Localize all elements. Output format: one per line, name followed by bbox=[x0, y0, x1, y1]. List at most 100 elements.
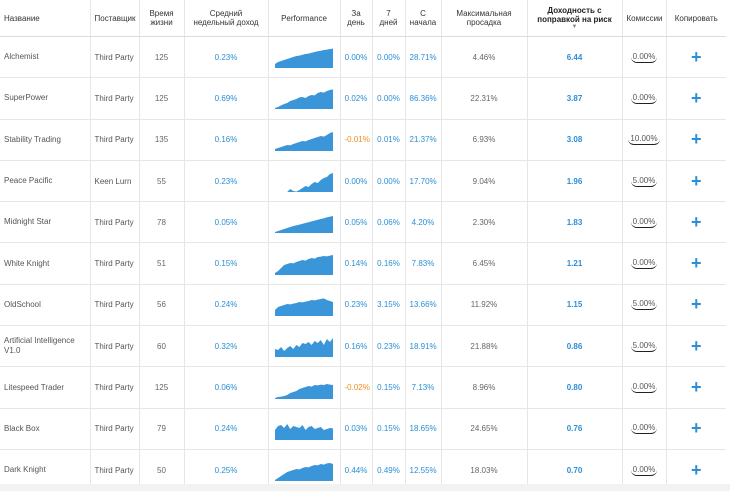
provider-name: Third Party bbox=[90, 242, 140, 285]
table-row[interactable]: Stability Trading Third Party 135 0.16% -0.0… bbox=[0, 119, 726, 161]
since-start-value: 28.71% bbox=[405, 36, 442, 79]
plus-icon[interactable]: + bbox=[690, 253, 702, 274]
plus-icon[interactable]: + bbox=[690, 170, 702, 191]
table-row[interactable]: SuperPower Third Party 125 0.69% 0.02% 0.00% 8… bbox=[0, 77, 726, 120]
strategy-name[interactable]: OldSchool bbox=[0, 284, 91, 327]
avg-weekly-value: 0.05% bbox=[184, 201, 269, 244]
strategy-name[interactable]: Peace Pacific bbox=[0, 160, 91, 203]
commission-value: 0.00% bbox=[630, 258, 658, 270]
plus-icon[interactable]: + bbox=[690, 46, 702, 67]
performance-sparkline bbox=[275, 131, 333, 151]
performance-cell bbox=[268, 325, 341, 368]
col-week-header[interactable]: 7 дней bbox=[372, 0, 406, 37]
col-since-start-header[interactable]: С начала bbox=[405, 0, 442, 37]
commission-cell: 5.00% bbox=[622, 284, 667, 327]
week-change-value: 0.23% bbox=[372, 325, 406, 368]
commission-cell: 5.00% bbox=[622, 325, 667, 368]
sparkline-area bbox=[275, 254, 333, 275]
performance-sparkline bbox=[275, 254, 333, 275]
risk-adjusted-value: 0.80 bbox=[527, 366, 623, 409]
table-row[interactable]: White Knight Third Party 51 0.15% 0.14% 0.16%… bbox=[0, 242, 726, 285]
plus-icon[interactable]: + bbox=[690, 459, 702, 480]
lifetime-value: 125 bbox=[139, 77, 185, 120]
performance-cell bbox=[268, 77, 341, 120]
since-start-value: 18.65% bbox=[405, 408, 442, 450]
lifetime-value: 125 bbox=[139, 366, 185, 409]
table-row[interactable]: Black Box Third Party 79 0.24% 0.03% 0.15% 18.… bbox=[0, 408, 726, 450]
commission-value: 0.00% bbox=[630, 382, 658, 394]
table-row[interactable]: Artificial Intelligence V1.0 Third Party 6… bbox=[0, 325, 726, 368]
week-change-value: 0.00% bbox=[372, 77, 406, 120]
avg-weekly-value: 0.24% bbox=[184, 284, 269, 327]
sparkline-area bbox=[275, 298, 333, 316]
strategy-name[interactable]: Litespeed Trader bbox=[0, 366, 91, 409]
provider-name: Third Party bbox=[90, 408, 140, 450]
strategy-name[interactable]: Artificial Intelligence V1.0 bbox=[0, 325, 91, 368]
col-risk-adjusted-header[interactable]: Доходность с поправкой на риск ▼ bbox=[527, 0, 623, 37]
col-commission-header[interactable]: Комиссии bbox=[622, 0, 667, 37]
table-row[interactable]: Litespeed Trader Third Party 125 0.06% -0.02… bbox=[0, 366, 726, 409]
plus-icon[interactable]: + bbox=[690, 377, 702, 398]
col-day-header[interactable]: За день bbox=[340, 0, 373, 37]
sparkline-area bbox=[275, 48, 333, 69]
week-change-value: 0.00% bbox=[372, 160, 406, 203]
plus-icon[interactable]: + bbox=[690, 87, 702, 108]
copy-cell: + bbox=[666, 325, 726, 368]
copy-cell: + bbox=[666, 408, 726, 450]
max-drawdown-value: 8.96% bbox=[441, 366, 528, 409]
plus-icon[interactable]: + bbox=[690, 129, 702, 150]
col-performance-header: Performance bbox=[268, 0, 341, 37]
avg-weekly-value: 0.69% bbox=[184, 77, 269, 120]
day-change-value: 0.00% bbox=[340, 160, 373, 203]
table-row[interactable]: Peace Pacific Keen Lurn 55 0.23% 0.00% 0.00% 1… bbox=[0, 160, 726, 203]
performance-cell bbox=[268, 119, 341, 161]
plus-icon[interactable]: + bbox=[690, 335, 702, 356]
horizontal-scrollbar[interactable] bbox=[0, 484, 730, 491]
table-row[interactable]: Alchemist Third Party 125 0.23% 0.00% 0.00% 28… bbox=[0, 36, 726, 79]
day-change-value: 0.14% bbox=[340, 242, 373, 285]
max-drawdown-value: 22.31% bbox=[441, 77, 528, 120]
performance-sparkline bbox=[275, 173, 333, 193]
max-drawdown-value: 6.45% bbox=[441, 242, 528, 285]
strategy-name[interactable]: SuperPower bbox=[0, 77, 91, 120]
performance-cell bbox=[268, 36, 341, 79]
copy-cell: + bbox=[666, 36, 726, 79]
day-change-value: 0.16% bbox=[340, 325, 373, 368]
sparkline-area bbox=[275, 338, 333, 358]
copy-cell: + bbox=[666, 119, 726, 161]
copy-cell: + bbox=[666, 284, 726, 327]
performance-cell bbox=[268, 242, 341, 285]
plus-icon[interactable]: + bbox=[690, 418, 702, 439]
col-name-header[interactable]: Название bbox=[0, 0, 91, 37]
performance-cell bbox=[268, 160, 341, 203]
since-start-value: 4.20% bbox=[405, 201, 442, 244]
since-start-value: 18.91% bbox=[405, 325, 442, 368]
col-provider-header[interactable]: Поставщик bbox=[90, 0, 140, 37]
strategy-name[interactable]: Alchemist bbox=[0, 36, 91, 79]
day-change-value: 0.03% bbox=[340, 408, 373, 450]
strategy-name[interactable]: White Knight bbox=[0, 242, 91, 285]
plus-icon[interactable]: + bbox=[690, 294, 702, 315]
day-change-value: 0.05% bbox=[340, 201, 373, 244]
since-start-value: 7.13% bbox=[405, 366, 442, 409]
provider-name: Third Party bbox=[90, 119, 140, 161]
table-row[interactable]: Midnight Star Third Party 78 0.05% 0.05% 0.06… bbox=[0, 201, 726, 244]
lifetime-value: 51 bbox=[139, 242, 185, 285]
col-avg-weekly-header[interactable]: Средний недельный доход bbox=[184, 0, 269, 37]
strategy-name[interactable]: Stability Trading bbox=[0, 119, 91, 161]
avg-weekly-value: 0.23% bbox=[184, 36, 269, 79]
performance-cell bbox=[268, 284, 341, 327]
since-start-value: 7.83% bbox=[405, 242, 442, 285]
max-drawdown-value: 2.30% bbox=[441, 201, 528, 244]
day-change-value: -0.01% bbox=[340, 119, 373, 161]
col-lifetime-header[interactable]: Время жизни bbox=[139, 0, 185, 37]
strategy-name[interactable]: Midnight Star bbox=[0, 201, 91, 244]
sparkline-area bbox=[275, 423, 333, 440]
col-max-drawdown-header[interactable]: Максимальная просадка bbox=[441, 0, 528, 37]
max-drawdown-value: 9.04% bbox=[441, 160, 528, 203]
plus-icon[interactable]: + bbox=[690, 211, 702, 232]
performance-sparkline bbox=[275, 383, 333, 399]
since-start-value: 21.37% bbox=[405, 119, 442, 161]
strategy-name[interactable]: Black Box bbox=[0, 408, 91, 450]
table-row[interactable]: OldSchool Third Party 56 0.24% 0.23% 3.15% 13.… bbox=[0, 284, 726, 327]
